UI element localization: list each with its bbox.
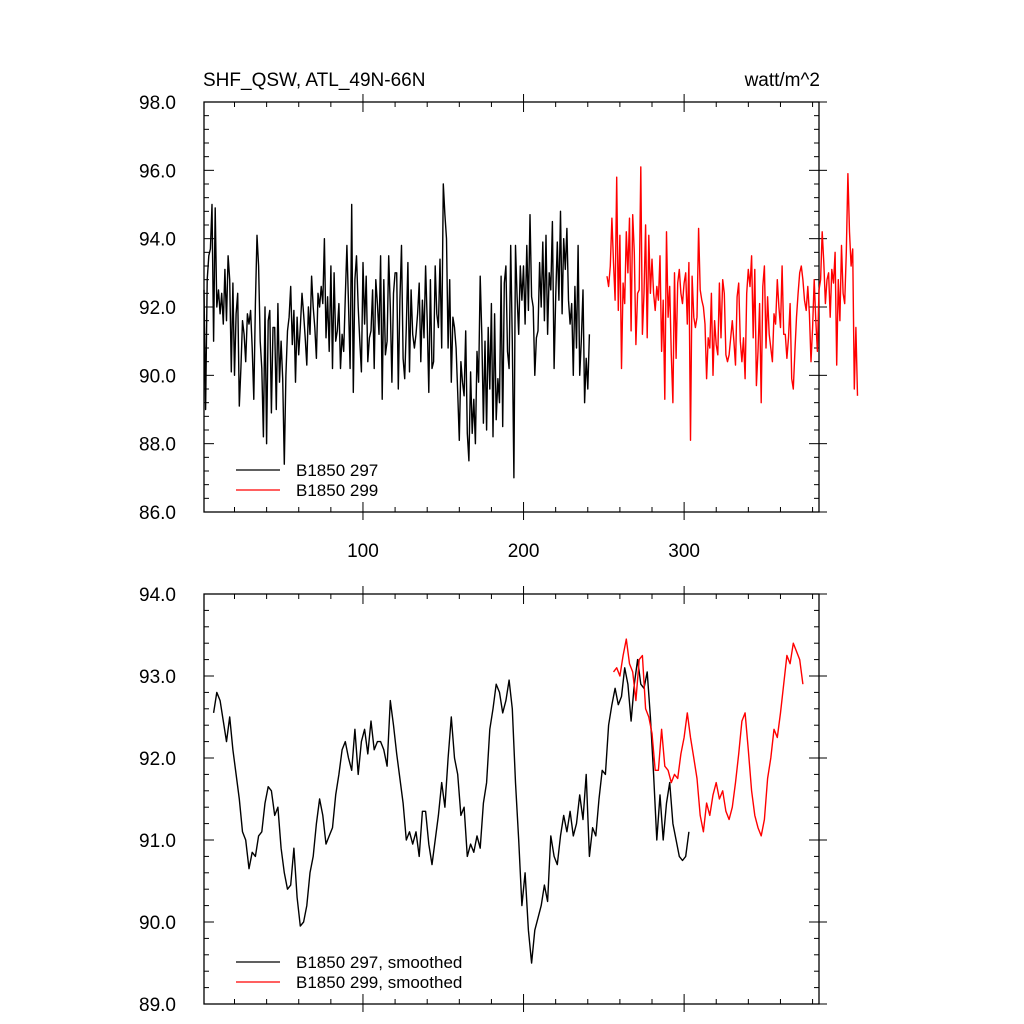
- top-x-tick-label: 100: [347, 541, 379, 562]
- top-series-0-line: [203, 183, 591, 479]
- top-x-axis: 100 200 300: [234, 94, 814, 562]
- bottom-y-tick-label: 94.0: [139, 585, 176, 606]
- bottom-y-axis: 89.0 90.0 91.0 92.0 93.0 94.0: [139, 585, 827, 1016]
- top-y-tick-label: 88.0: [139, 435, 176, 456]
- top-y-tick-label: 94.0: [139, 230, 176, 251]
- top-y-tick-label: 92.0: [139, 298, 176, 319]
- legend-label-b1850-299-smoothed: B1850 299, smoothed: [296, 973, 462, 992]
- bottom-y-tick-label: 91.0: [139, 831, 176, 852]
- top-y-axis: 86.0 88.0 90.0 92.0 94.0 96.0 98.0: [139, 93, 827, 524]
- bottom-y-tick-label: 89.0: [139, 995, 176, 1016]
- legend-label-b1850-299: B1850 299: [296, 481, 378, 500]
- top-series-lines: [203, 166, 859, 479]
- bottom-series-lines: [212, 638, 804, 964]
- bottom-y-tick-label: 92.0: [139, 749, 176, 770]
- legend-label-b1850-297-smoothed: B1850 297, smoothed: [296, 953, 462, 972]
- bottom-plot-frame: [203, 593, 820, 1005]
- bottom-series-0-line: [212, 658, 690, 964]
- units-label: watt/m^2: [744, 70, 820, 91]
- legend-label-b1850-297: B1850 297: [296, 461, 378, 480]
- bottom-x-axis: [234, 586, 814, 1012]
- bottom-series-1-line: [612, 638, 804, 837]
- chart-title: SHF_QSW, ATL_49N-66N: [203, 70, 425, 91]
- top-panel: SHF_QSW, ATL_49N-66N watt/m^2 100 200 300 …: [139, 70, 859, 562]
- top-legend: B1850 297 B1850 299: [236, 461, 378, 500]
- top-y-tick-label: 86.0: [139, 503, 176, 524]
- top-x-tick-label: 200: [508, 541, 540, 562]
- top-x-tick-label: 300: [668, 541, 700, 562]
- bottom-y-tick-label: 90.0: [139, 913, 176, 934]
- top-series-1-line: [606, 166, 859, 441]
- top-y-tick-label: 98.0: [139, 93, 176, 114]
- bottom-panel: 89.0 90.0 91.0 92.0 93.0 94.0 B1850 297, smoo…: [139, 585, 827, 1016]
- bottom-y-tick-label: 93.0: [139, 667, 176, 688]
- top-y-tick-label: 96.0: [139, 161, 176, 182]
- top-y-tick-label: 90.0: [139, 366, 176, 387]
- bottom-legend: B1850 297, smoothed B1850 299, smoothed: [236, 953, 462, 992]
